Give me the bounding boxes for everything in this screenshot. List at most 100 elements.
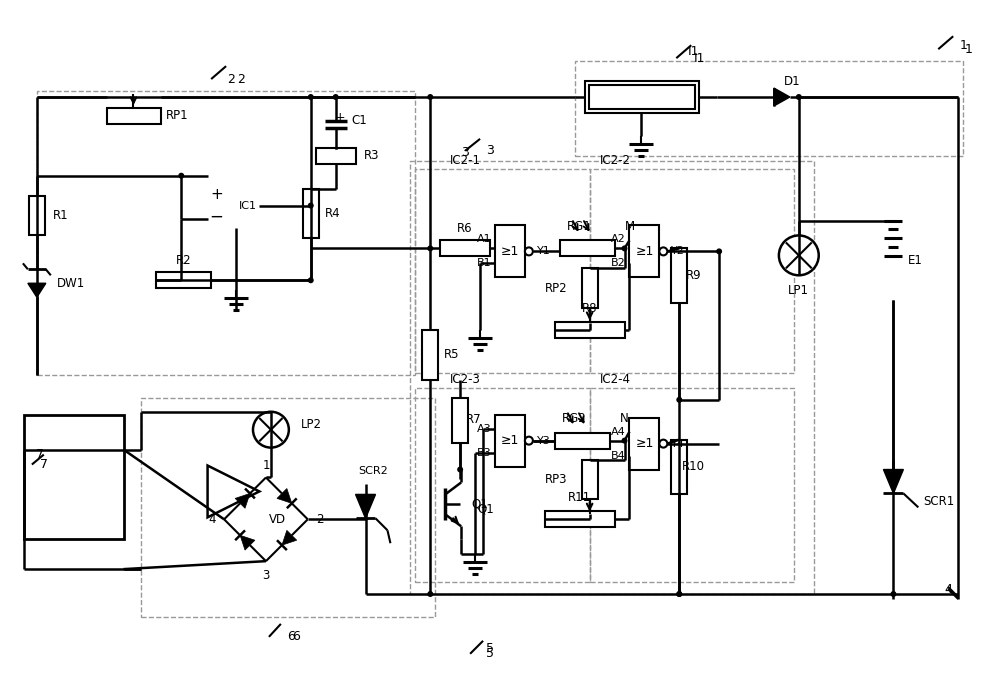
- Text: E1: E1: [908, 254, 923, 267]
- Bar: [671, 440, 687, 494]
- Text: LP2: LP2: [301, 418, 322, 431]
- Circle shape: [659, 247, 667, 255]
- Circle shape: [890, 591, 896, 597]
- Text: +: +: [210, 187, 223, 201]
- Text: 7: 7: [36, 448, 44, 461]
- Circle shape: [308, 203, 314, 208]
- Text: 5: 5: [486, 648, 494, 660]
- Circle shape: [659, 440, 667, 447]
- Bar: [24, 415, 124, 539]
- Bar: [495, 415, 525, 466]
- Polygon shape: [883, 470, 903, 493]
- Text: 6: 6: [287, 630, 295, 643]
- Text: Q1: Q1: [472, 498, 488, 511]
- Bar: [440, 240, 490, 256]
- Bar: [671, 248, 687, 303]
- Text: A3: A3: [476, 424, 491, 434]
- Bar: [629, 418, 659, 470]
- Text: DW1: DW1: [57, 277, 85, 290]
- Text: B2: B2: [611, 259, 625, 268]
- Text: R7: R7: [466, 413, 482, 426]
- Bar: [629, 226, 659, 277]
- Bar: [575, 61, 963, 155]
- Polygon shape: [774, 88, 790, 106]
- Text: A4: A4: [611, 427, 625, 436]
- Text: B4: B4: [611, 450, 625, 461]
- Text: ≥1: ≥1: [635, 245, 654, 258]
- Text: ≥1: ≥1: [501, 434, 519, 447]
- Text: ≥1: ≥1: [635, 437, 654, 450]
- Circle shape: [178, 173, 184, 178]
- Bar: [410, 161, 814, 594]
- Text: SCR1: SCR1: [923, 495, 955, 508]
- Circle shape: [676, 591, 682, 597]
- Text: M: M: [624, 220, 635, 233]
- Bar: [415, 388, 590, 582]
- Bar: [415, 169, 590, 373]
- Text: R5: R5: [444, 348, 460, 362]
- Text: 3: 3: [461, 146, 469, 160]
- Text: IC2-3: IC2-3: [450, 374, 481, 386]
- Circle shape: [457, 466, 463, 473]
- Circle shape: [253, 412, 289, 447]
- Bar: [545, 512, 615, 528]
- Text: IC2-1: IC2-1: [450, 154, 481, 167]
- Polygon shape: [28, 283, 46, 297]
- Text: RP1: RP1: [166, 109, 189, 123]
- Text: I1: I1: [693, 52, 705, 65]
- Text: ≥1: ≥1: [501, 245, 519, 258]
- Text: 3: 3: [486, 144, 494, 158]
- Text: R4: R4: [325, 207, 340, 220]
- Text: R9: R9: [685, 269, 701, 282]
- Text: 2: 2: [316, 513, 323, 526]
- Text: Q1: Q1: [477, 503, 494, 516]
- Bar: [585, 81, 699, 113]
- Bar: [555, 322, 625, 338]
- Text: −: −: [209, 208, 223, 226]
- Text: R6: R6: [457, 222, 473, 235]
- Circle shape: [622, 438, 627, 443]
- Bar: [555, 433, 610, 449]
- Circle shape: [427, 591, 433, 597]
- Polygon shape: [240, 535, 255, 550]
- Bar: [156, 273, 211, 289]
- Text: Y4: Y4: [671, 438, 685, 449]
- Text: +: +: [334, 112, 345, 125]
- Text: R10: R10: [682, 460, 705, 473]
- Text: SCR2: SCR2: [359, 466, 388, 475]
- Bar: [29, 196, 45, 236]
- Text: R8: R8: [582, 302, 597, 314]
- Polygon shape: [282, 530, 297, 545]
- Bar: [422, 330, 438, 380]
- Text: VD: VD: [269, 513, 286, 526]
- Text: RG1: RG1: [567, 220, 592, 233]
- Text: 4: 4: [944, 583, 952, 595]
- Bar: [303, 189, 319, 238]
- Circle shape: [308, 94, 314, 100]
- Bar: [141, 398, 435, 617]
- Text: IC2-4: IC2-4: [600, 374, 631, 386]
- Circle shape: [525, 436, 533, 445]
- Text: D1: D1: [784, 75, 800, 88]
- Text: A1: A1: [476, 234, 491, 245]
- Circle shape: [622, 245, 627, 252]
- Text: B1: B1: [476, 259, 491, 268]
- Circle shape: [676, 591, 682, 597]
- Text: A2: A2: [611, 234, 625, 245]
- Text: RP3: RP3: [545, 473, 568, 486]
- Text: RP2: RP2: [545, 282, 568, 295]
- Bar: [590, 169, 794, 373]
- Circle shape: [333, 94, 339, 100]
- Circle shape: [525, 247, 533, 255]
- Circle shape: [308, 277, 314, 283]
- Text: IC2-2: IC2-2: [600, 154, 631, 167]
- Text: N: N: [620, 412, 629, 425]
- Circle shape: [796, 94, 802, 100]
- Bar: [495, 226, 525, 277]
- Polygon shape: [356, 494, 375, 519]
- Text: 6: 6: [292, 630, 300, 643]
- Text: Y2: Y2: [671, 246, 685, 256]
- Text: B3: B3: [476, 447, 491, 458]
- Text: 5: 5: [486, 643, 494, 655]
- Circle shape: [427, 245, 433, 252]
